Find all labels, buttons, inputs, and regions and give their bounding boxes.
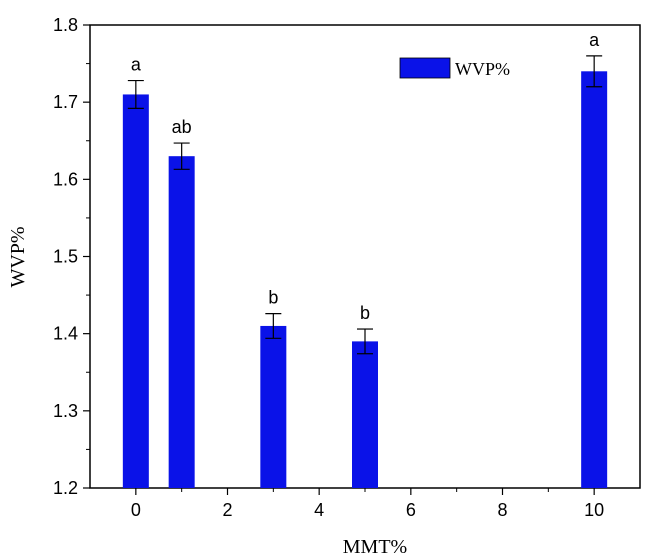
bar-significance-label: ab [172, 117, 192, 137]
bar-significance-label: a [589, 30, 600, 50]
x-tick-label: 2 [222, 500, 232, 520]
x-tick-label: 4 [314, 500, 324, 520]
error-bar [173, 142, 190, 170]
bar [122, 94, 149, 488]
y-tick-label: 1.5 [53, 247, 78, 267]
y-axis-label: WVP% [7, 226, 29, 287]
bar [260, 325, 287, 488]
legend-swatch [399, 57, 451, 79]
x-tick-label: 0 [131, 500, 141, 520]
x-axis-label: MMT% [343, 536, 407, 558]
bar [581, 71, 608, 489]
y-tick-label: 1.8 [53, 15, 78, 35]
bar-significance-label: b [268, 288, 278, 308]
error-bar [586, 55, 603, 88]
y-tick-label: 1.6 [53, 169, 78, 189]
y-tick-label: 1.4 [53, 324, 78, 344]
bar [352, 341, 378, 488]
x-tick-label: 8 [497, 500, 507, 520]
y-tick-label: 1.7 [53, 92, 78, 112]
error-bar [127, 79, 144, 109]
x-tick-label: 6 [406, 500, 416, 520]
bar [168, 156, 195, 488]
error-bar [265, 313, 282, 339]
bar-significance-label: a [131, 55, 142, 75]
error-bar [357, 328, 373, 355]
x-tick-label: 10 [584, 500, 604, 520]
y-tick-label: 1.3 [53, 401, 78, 421]
y-tick-label: 1.2 [53, 478, 78, 498]
legend-label: WVP% [455, 59, 510, 79]
legend: WVP% [399, 57, 510, 79]
bar-significance-label: b [360, 303, 370, 323]
